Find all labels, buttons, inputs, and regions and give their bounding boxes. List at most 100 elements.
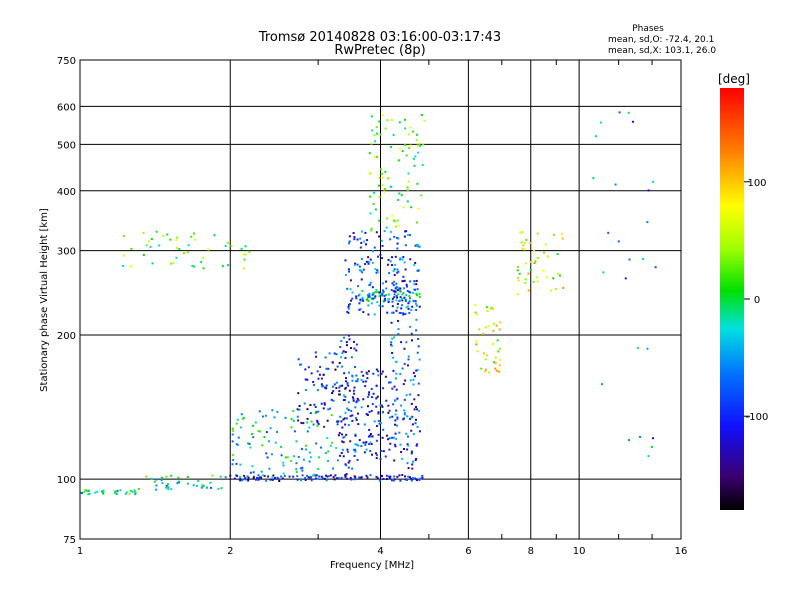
data-point (170, 488, 173, 491)
data-point (295, 462, 298, 465)
data-point (382, 450, 385, 453)
data-point (393, 336, 396, 339)
data-point (527, 289, 530, 292)
data-point (280, 475, 283, 478)
data-point (308, 460, 311, 463)
data-point (343, 417, 346, 420)
data-point (397, 319, 400, 322)
data-point (356, 397, 359, 400)
data-point (416, 182, 419, 185)
data-point (405, 154, 408, 157)
data-point (406, 364, 409, 367)
data-point (276, 430, 279, 433)
data-point (525, 239, 528, 242)
data-point (393, 263, 396, 266)
data-point (306, 378, 309, 381)
data-point (536, 276, 539, 279)
data-point (370, 115, 373, 118)
data-point (267, 440, 270, 443)
data-point (318, 373, 321, 376)
data-point (320, 446, 323, 449)
data-point (354, 433, 357, 436)
data-point (351, 396, 354, 399)
data-point (155, 484, 158, 487)
data-point (391, 297, 394, 300)
data-point (301, 474, 304, 477)
data-point (142, 253, 145, 256)
data-point (381, 411, 384, 414)
data-point (338, 393, 341, 396)
data-point (358, 302, 361, 305)
data-point (421, 476, 424, 479)
data-point (355, 380, 358, 383)
data-point (273, 477, 276, 480)
data-point (252, 476, 255, 479)
data-point (230, 244, 233, 247)
data-point (280, 454, 283, 457)
data-point (378, 176, 381, 179)
data-point (414, 375, 417, 378)
data-point (397, 293, 400, 296)
data-point (517, 276, 520, 279)
data-point (378, 219, 381, 222)
data-point (406, 285, 409, 288)
data-point (346, 477, 349, 480)
data-point (556, 253, 559, 256)
data-point (395, 409, 398, 412)
data-point (417, 245, 420, 248)
data-point (297, 455, 300, 458)
data-point (373, 420, 376, 423)
data-point (304, 368, 307, 371)
data-point (371, 250, 374, 253)
data-point (385, 226, 388, 229)
data-point (367, 435, 370, 438)
data-point (416, 425, 419, 428)
data-point (265, 431, 268, 434)
data-point (224, 244, 227, 247)
data-point (393, 235, 396, 238)
data-point (401, 280, 404, 283)
data-point (492, 307, 495, 310)
data-point (361, 298, 364, 301)
data-point (381, 183, 384, 186)
data-point (391, 478, 394, 481)
data-point (336, 423, 339, 426)
data-point (166, 233, 169, 236)
data-point (347, 334, 350, 337)
data-point (412, 433, 415, 436)
data-point (385, 399, 388, 402)
data-point (314, 477, 317, 480)
data-point (492, 329, 495, 332)
data-point (342, 399, 345, 402)
data-point (323, 403, 326, 406)
data-point (329, 444, 332, 447)
data-point (417, 269, 420, 272)
data-point (406, 478, 409, 481)
data-point (155, 478, 158, 481)
data-point (497, 370, 500, 373)
data-point (401, 299, 404, 302)
data-point (224, 476, 227, 479)
data-point (403, 417, 406, 420)
data-point (194, 238, 197, 241)
data-point (333, 352, 336, 355)
data-point (346, 407, 349, 410)
data-point (296, 478, 299, 481)
data-point (315, 355, 318, 358)
data-point (414, 422, 417, 425)
data-point (296, 475, 299, 478)
data-point (362, 311, 365, 314)
data-point (327, 450, 330, 453)
data-point (339, 384, 342, 387)
data-point (382, 428, 385, 431)
data-point (404, 300, 407, 303)
data-point (383, 190, 386, 193)
data-point (368, 284, 371, 287)
data-point (349, 440, 352, 443)
data-point (341, 365, 344, 368)
data-point (545, 243, 548, 246)
data-point (259, 430, 262, 433)
data-point (415, 444, 418, 447)
data-point (396, 417, 399, 420)
data-point (412, 157, 415, 160)
